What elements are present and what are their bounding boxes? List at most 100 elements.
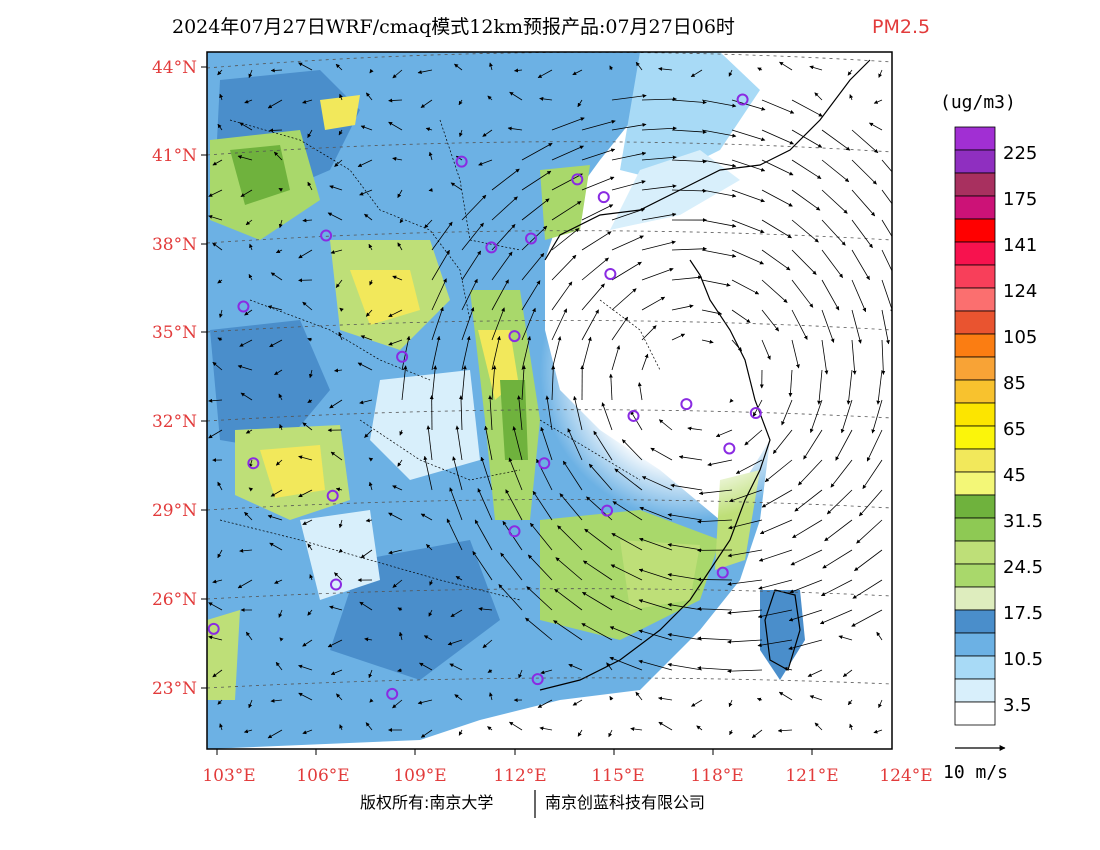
wind-vector xyxy=(269,339,283,348)
wind-vector xyxy=(339,93,343,101)
wind-vector xyxy=(360,335,373,341)
wind-vector xyxy=(690,69,703,78)
city-station-marker xyxy=(601,504,614,517)
lon-label: 115°E xyxy=(591,766,644,786)
wind-vector xyxy=(814,722,823,731)
wind-vector xyxy=(791,219,819,243)
wind-vector xyxy=(428,187,433,192)
wind-vector xyxy=(701,129,737,138)
colorbar-swatch xyxy=(954,264,996,289)
colorbar-swatch xyxy=(954,126,996,151)
wind-vector xyxy=(611,316,629,341)
wind-vector xyxy=(641,353,649,371)
wind-vector xyxy=(217,337,223,342)
wind-vector xyxy=(461,307,475,341)
city-station-marker xyxy=(207,622,220,635)
wind-vector xyxy=(298,692,313,701)
wind-vector xyxy=(334,572,343,581)
wind-vector xyxy=(821,189,848,214)
wind-vector xyxy=(239,548,253,553)
wind-vector xyxy=(401,365,408,401)
wind-vector xyxy=(671,246,707,251)
city-station-marker xyxy=(680,398,693,411)
yellow-loess xyxy=(350,270,420,325)
wind-vector xyxy=(431,278,447,311)
city-station-marker xyxy=(237,300,250,313)
wind-vector xyxy=(788,639,823,651)
wind-vector xyxy=(851,129,879,154)
wind-vector xyxy=(431,335,441,371)
province-boundaries xyxy=(219,119,661,601)
wind-vector xyxy=(537,69,553,79)
wind-vector xyxy=(761,339,771,360)
wind-reference-label: 10 m/s xyxy=(943,762,1008,783)
wind-vector xyxy=(798,459,823,486)
wind-vector xyxy=(873,99,883,104)
wind-vector xyxy=(567,428,583,461)
wind-vector xyxy=(270,489,283,497)
wind-vector xyxy=(335,487,343,492)
wind-vector xyxy=(611,235,644,251)
city-station-marker xyxy=(723,442,736,455)
colorbar-swatch xyxy=(954,172,996,197)
colorbar-swatch xyxy=(954,609,996,634)
gridline-38n xyxy=(207,230,892,244)
wind-vector xyxy=(611,345,621,371)
wind-vector xyxy=(275,459,283,466)
wind-vector xyxy=(212,159,223,166)
colorbar-label: 124 xyxy=(1003,281,1037,302)
wind-vector xyxy=(701,279,731,287)
wind-vector xyxy=(472,551,493,581)
wind-vector xyxy=(608,729,613,738)
lat-label: 41°N xyxy=(152,146,197,166)
colorbar-label: 3.5 xyxy=(1003,695,1032,716)
wind-vector xyxy=(807,669,823,677)
wind-vector xyxy=(245,429,253,434)
wind-vector xyxy=(731,159,766,172)
wind-vector xyxy=(728,519,763,530)
wind-vector xyxy=(397,189,403,198)
wind-vector xyxy=(851,279,867,313)
wind-vector xyxy=(727,609,763,615)
city-station-marker xyxy=(531,673,544,686)
wind-vector xyxy=(360,549,373,559)
wind-vector xyxy=(532,490,553,521)
wind-vector xyxy=(611,532,643,551)
wind-vector xyxy=(840,399,853,434)
wind-vector xyxy=(529,522,553,551)
wind-vector xyxy=(217,279,223,284)
wind-vector xyxy=(638,599,673,611)
colorbar-swatch xyxy=(954,563,996,588)
wind-vector xyxy=(761,189,793,207)
gridline-32n xyxy=(207,409,892,422)
wind-vector xyxy=(678,455,703,461)
wind-vector xyxy=(819,609,853,625)
wind-vector xyxy=(489,692,493,701)
wind-vector-layer xyxy=(208,61,892,739)
wind-vector xyxy=(761,309,780,332)
wind-vector xyxy=(449,487,463,521)
colorbar-swatch xyxy=(954,287,996,312)
wind-vector xyxy=(521,142,553,161)
wind-vector xyxy=(601,402,613,431)
wind-vector xyxy=(302,218,313,223)
city-station-marker xyxy=(749,406,762,419)
wind-vector xyxy=(729,729,733,736)
wind-vector xyxy=(658,721,673,731)
wind-vector xyxy=(614,468,643,491)
wind-vector xyxy=(335,279,343,288)
city-station-marker xyxy=(597,191,610,204)
wind-vector xyxy=(487,668,493,673)
wind-vector xyxy=(278,219,283,229)
wind-vector xyxy=(248,69,253,79)
colorbar: 225 175 141 124 105 85 65 45 31.5 24.5 17.5 10.5 3.5 xyxy=(954,126,1043,726)
wind-vector xyxy=(581,176,615,191)
wind-vector xyxy=(609,695,614,701)
wind-vector xyxy=(491,168,520,191)
city-station-marker xyxy=(736,93,749,106)
lon-label: 109°E xyxy=(393,766,446,786)
colorbar-swatch xyxy=(954,310,996,335)
dkgreen-central xyxy=(500,380,528,460)
wind-vector xyxy=(809,65,823,71)
wind-vector xyxy=(208,429,223,439)
